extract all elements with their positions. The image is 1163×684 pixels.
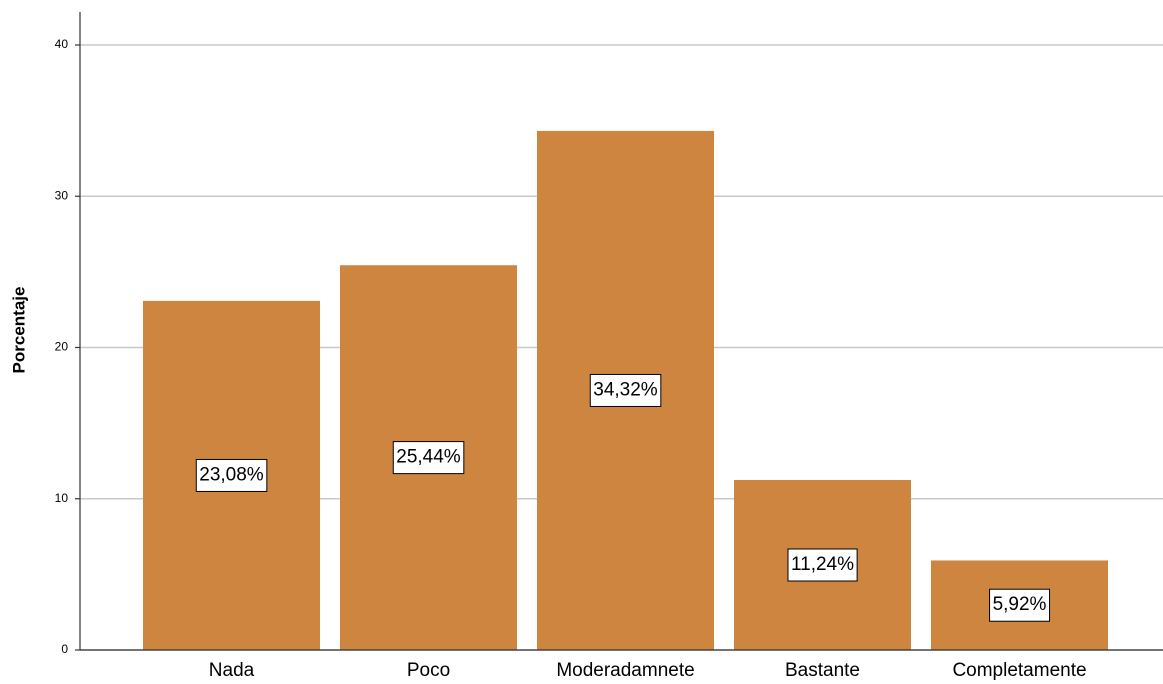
value-label-box <box>787 548 858 582</box>
x-tick-label: Nada <box>209 660 255 681</box>
x-tick-label: Moderadamnete <box>556 660 694 681</box>
value-label: 23,08% <box>199 464 264 485</box>
y-tick-label: 10 <box>55 491 69 505</box>
y-tick-label: 30 <box>55 188 69 202</box>
value-label: 11,24% <box>791 554 854 575</box>
x-tick-label: Poco <box>407 660 450 681</box>
y-axis-label: Porcentaje <box>9 287 28 374</box>
y-tick-label: 20 <box>55 340 69 354</box>
value-label: 25,44% <box>396 447 461 468</box>
value-label-box <box>589 373 662 407</box>
value-label: 5,92% <box>993 594 1047 615</box>
y-tick-label: 0 <box>61 642 68 656</box>
value-label-box <box>392 441 465 475</box>
x-tick-label: Bastante <box>785 660 860 681</box>
value-label-box <box>195 458 268 492</box>
value-label: 34,32% <box>593 379 658 400</box>
value-label-box <box>989 588 1051 622</box>
x-tick-label: Completamente <box>952 660 1086 681</box>
y-tick-label: 40 <box>55 37 69 51</box>
